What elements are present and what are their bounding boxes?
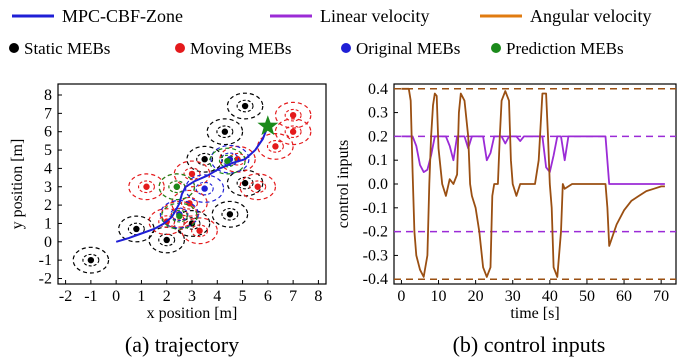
a-ytick-label-10: 8 — [44, 87, 52, 104]
a-ytick-label-5: 3 — [44, 179, 52, 196]
b-ytick-label-3: -0.1 — [363, 200, 388, 217]
a-ytick-label-8: 6 — [44, 124, 52, 141]
legend: MPC-CBF-Zone Linear velocity Angular veloc… — [9, 6, 651, 58]
static-meb-6 — [206, 118, 244, 146]
b-xlabel: time [s] — [510, 305, 559, 322]
b-xtick-label-4: 40 — [542, 288, 558, 305]
control-plot-area — [394, 87, 676, 281]
moving-meb-10 — [257, 132, 294, 160]
a-ytick-label-6: 4 — [44, 160, 52, 177]
a-xtick-label-3: 1 — [137, 288, 145, 305]
legend-dot-0 — [9, 43, 19, 53]
a-ytick-label-3: 1 — [44, 215, 52, 232]
legend-dot-1 — [175, 43, 185, 53]
static-meb-7 — [226, 92, 264, 120]
legend-label-2: Angular velocity — [530, 6, 651, 26]
a-ytick-label-0: -2 — [39, 270, 52, 287]
b-ytick-label-6: 0.2 — [368, 128, 388, 145]
legend-label-0: MPC-CBF-Zone — [62, 6, 183, 26]
a-ylabel: y position [m] — [9, 139, 26, 230]
b-xtick-label-6: 60 — [616, 288, 632, 305]
a-xtick-label-4: 2 — [163, 288, 171, 305]
b-caption: (b) control inputs — [453, 332, 606, 357]
legend-dot-3 — [491, 43, 501, 53]
b-xtick-label-1: 10 — [431, 288, 447, 305]
legend-label2-1: Moving MEBs — [190, 39, 292, 58]
a-xtick-label-0: -2 — [59, 288, 72, 305]
trajectory-plot-area — [72, 92, 312, 274]
a-xlabel: x position [m] — [147, 305, 238, 322]
b-ytick-label-0: -0.4 — [363, 271, 388, 288]
static-meb-0 — [72, 246, 110, 274]
series-angular-velocity — [401, 87, 665, 278]
a-ytick-label-2: 0 — [44, 234, 52, 251]
b-xtick-label-7: 70 — [653, 288, 669, 305]
moving-meb-9 — [274, 118, 312, 146]
a-ytick-label-4: 2 — [44, 197, 52, 214]
a-xtick-label-8: 6 — [264, 288, 272, 305]
a-xtick-label-1: -1 — [84, 288, 97, 305]
a-xtick-label-9: 7 — [289, 288, 297, 305]
a-xtick-label-6: 4 — [213, 288, 221, 305]
a-ytick-label-7: 5 — [44, 142, 52, 159]
trajectory-path — [115, 125, 269, 243]
b-xtick-label-0: 0 — [397, 288, 405, 305]
prediction-meb-2 — [209, 147, 246, 175]
a-xtick-label-2: 0 — [112, 288, 120, 305]
goal-star — [257, 115, 279, 136]
legend-label2-0: Static MEBs — [24, 39, 110, 58]
b-xtick-label-3: 30 — [505, 288, 521, 305]
moving-meb-7 — [239, 173, 277, 201]
legend-label2-2: Original MEBs — [356, 39, 460, 58]
legend-label-1: Linear velocity — [320, 6, 429, 26]
legend-dot-2 — [341, 43, 351, 53]
moving-meb-8 — [274, 101, 312, 129]
b-xtick-label-5: 50 — [579, 288, 595, 305]
b-xtick-label-2: 20 — [468, 288, 484, 305]
static-meb-4 — [211, 200, 249, 228]
b-ytick-label-5: 0.1 — [368, 152, 388, 169]
a-ytick-label-1: -1 — [39, 252, 52, 269]
b-ylabel: control inputs — [335, 140, 352, 228]
moving-meb-0 — [128, 173, 165, 201]
control-inputs-panel: 0 10 20 30 40 50 60 70 -0.4 -0.3 -0.2 -0.1 0.0 0.1 0.2… — [335, 81, 677, 357]
a-xtick-label-5: 3 — [188, 288, 196, 305]
moving-meb-4 — [181, 217, 218, 245]
a-xtick-label-7: 5 — [239, 288, 247, 305]
a-xtick-label-10: 8 — [314, 288, 322, 305]
b-ytick-label-4: 0.0 — [368, 176, 388, 193]
b-ytick-label-2: -0.2 — [363, 224, 388, 241]
a-caption: (a) trajectory — [125, 332, 239, 357]
legend-label2-3: Prediction MEBs — [506, 39, 624, 58]
b-ytick-label-8: 0.4 — [368, 81, 388, 98]
b-ytick-label-7: 0.3 — [368, 105, 388, 122]
a-ytick-label-9: 7 — [44, 105, 52, 122]
b-ytick-label-1: -0.3 — [363, 247, 388, 264]
